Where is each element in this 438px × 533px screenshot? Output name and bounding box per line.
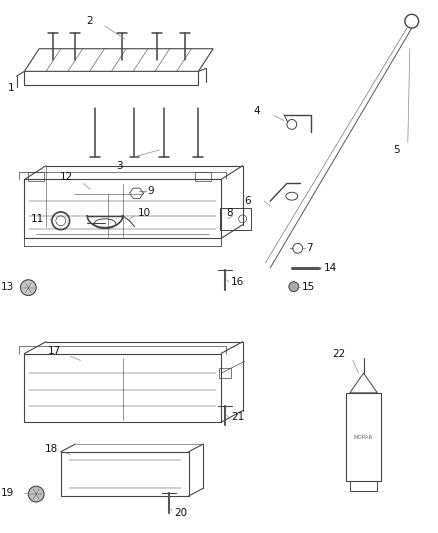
Text: 16: 16 xyxy=(231,277,244,287)
Text: 8: 8 xyxy=(226,208,233,218)
Circle shape xyxy=(289,282,299,292)
Text: 21: 21 xyxy=(231,413,244,423)
Circle shape xyxy=(28,486,44,502)
Text: 9: 9 xyxy=(147,187,154,196)
Text: 15: 15 xyxy=(302,281,315,292)
Text: 18: 18 xyxy=(45,444,58,454)
Text: 11: 11 xyxy=(31,214,44,224)
Bar xyxy=(346,393,381,481)
Bar xyxy=(28,172,44,181)
Circle shape xyxy=(21,280,36,295)
Text: 5: 5 xyxy=(393,145,400,155)
Text: 7: 7 xyxy=(307,243,313,253)
Bar xyxy=(195,172,211,181)
Text: 17: 17 xyxy=(47,345,61,356)
Bar xyxy=(220,208,251,230)
Text: MOPAR: MOPAR xyxy=(354,434,373,440)
Text: 3: 3 xyxy=(116,161,123,171)
Bar xyxy=(219,368,231,378)
Text: 10: 10 xyxy=(138,208,151,218)
Text: 12: 12 xyxy=(60,172,74,182)
Text: 2: 2 xyxy=(87,16,93,26)
Text: 1: 1 xyxy=(8,83,14,93)
Text: 14: 14 xyxy=(324,263,338,273)
Text: 4: 4 xyxy=(254,106,260,116)
Text: 19: 19 xyxy=(1,488,14,498)
Text: 6: 6 xyxy=(244,196,251,206)
Text: 20: 20 xyxy=(174,508,187,518)
Bar xyxy=(350,481,377,491)
Text: 22: 22 xyxy=(332,349,346,359)
Text: 13: 13 xyxy=(1,281,14,292)
